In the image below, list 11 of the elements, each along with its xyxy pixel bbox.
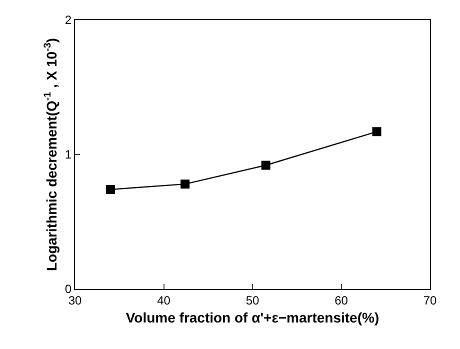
point (180, 180, 190, 189)
x-tick-label: 50 (246, 293, 260, 308)
y-tick-label: 2 (64, 13, 72, 28)
point (106, 184, 115, 194)
y-tick-label: 1 (64, 148, 72, 162)
x-tick-label: 70 (423, 293, 437, 308)
x-axis-title: Volume fraction of α'+ε−martensite(%) (126, 310, 380, 326)
point (261, 160, 270, 170)
x-tick-label: 40 (157, 293, 171, 308)
point (372, 127, 382, 136)
x-tick-label: 60 (334, 293, 348, 308)
